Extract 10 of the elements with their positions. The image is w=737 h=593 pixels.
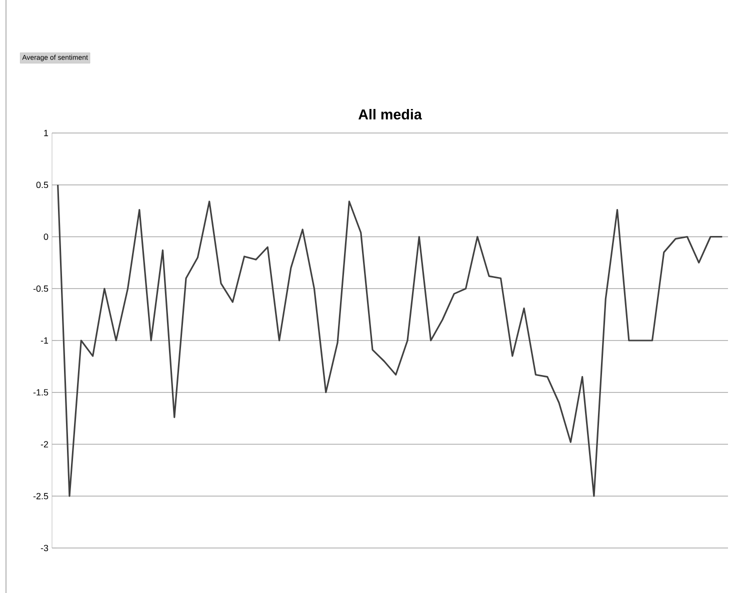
y-tick-label: -2	[40, 441, 48, 448]
y-tick-label: -1	[40, 337, 48, 344]
y-tick-label: -0.5	[33, 285, 48, 292]
y-tick-label: 0	[44, 234, 48, 240]
y-tick-label: 0.5	[36, 182, 48, 188]
y-tick-label: -3	[40, 544, 48, 552]
y-tick-label: -1.5	[33, 389, 48, 396]
y-tick-label: -2.5	[33, 492, 48, 500]
y-tick-label: 1	[44, 130, 48, 136]
chart-title: All media	[358, 108, 422, 120]
